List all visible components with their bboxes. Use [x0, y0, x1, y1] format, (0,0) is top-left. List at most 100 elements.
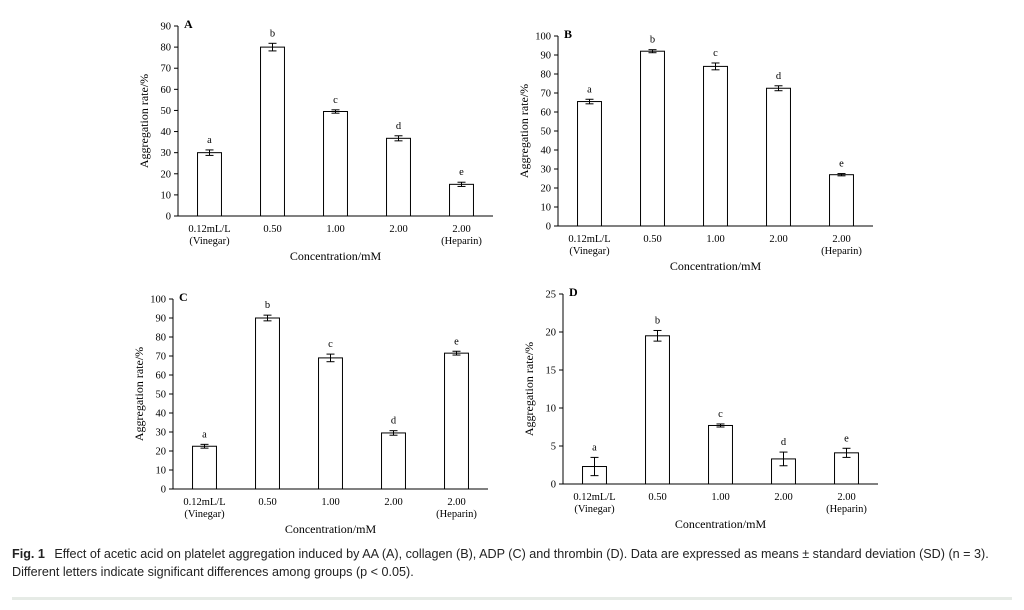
bar [577, 101, 602, 227]
y-tick-label: 0 [551, 480, 556, 491]
y-tick-label: 0 [166, 212, 171, 223]
x-tick-label: 2.00 (Heparin) [826, 492, 867, 515]
significance-letter: c [333, 95, 338, 106]
x-axis-title: Concentration/mM [675, 517, 767, 531]
y-tick-label: 20 [161, 169, 172, 180]
caption-divider [12, 597, 1012, 600]
x-tick-label-line: 1.00 [706, 234, 724, 245]
x-tick-label-line: 2.00 [832, 234, 850, 245]
x-tick-label-line: 2.00 [452, 224, 470, 235]
x-tick-label-line: 2.00 [769, 234, 787, 245]
x-tick-label: 0.12mL/L (Vinegar) [573, 492, 615, 515]
bar [708, 424, 733, 485]
bar [381, 432, 406, 490]
x-tick-label-line: 2.00 [389, 224, 407, 235]
y-tick-label: 10 [541, 203, 552, 214]
y-tick-label: 90 [541, 51, 552, 62]
figure-caption: Fig. 1 Effect of acetic acid on platelet… [12, 545, 1012, 581]
y-tick-label: 40 [541, 146, 552, 157]
significance-letter: d [396, 121, 402, 132]
bar [640, 50, 665, 227]
bar [829, 174, 854, 227]
significance-letter: e [454, 336, 459, 347]
bar [260, 46, 285, 217]
significance-letter: d [781, 437, 787, 448]
y-axis-title: Aggregation rate/% [517, 84, 531, 178]
bar-chart-svg: 0 10 20 30 40 50 60 70 80 90 100 Ca 0.12mL/L (Vinegar… [132, 290, 488, 536]
y-tick-label: 30 [161, 148, 172, 159]
y-tick-label: 50 [161, 106, 172, 117]
x-tick-label-line: (Heparin) [441, 236, 482, 247]
y-tick-label: 40 [156, 409, 167, 420]
y-tick-label: 40 [161, 127, 172, 138]
significance-letter: b [265, 300, 270, 311]
panel-letter: C [179, 290, 188, 304]
bar [318, 357, 343, 490]
significance-letter: a [592, 442, 597, 453]
bar [192, 445, 217, 490]
x-tick-label: 1.00 [326, 224, 344, 235]
bar [766, 87, 791, 227]
y-tick-label: 60 [161, 85, 172, 96]
x-tick-label-line: 1.00 [326, 224, 344, 235]
x-tick-label: 0.12mL/L (Vinegar) [568, 234, 610, 257]
x-tick-label-line: 0.50 [258, 497, 276, 508]
significance-letter: d [776, 71, 782, 82]
y-tick-label: 0 [546, 222, 551, 233]
x-tick-label-line: 0.50 [643, 234, 661, 245]
bar [255, 317, 280, 490]
x-tick-label: 1.00 [711, 492, 729, 503]
y-tick-label: 70 [541, 89, 552, 100]
y-tick-label: 20 [156, 447, 167, 458]
bar [703, 65, 728, 227]
x-tick-label-line: (Vinegar) [569, 246, 610, 257]
x-tick-label-line: 0.12mL/L [183, 497, 225, 508]
y-axis-title: Aggregation rate/% [132, 347, 146, 441]
y-tick-label: 5 [551, 442, 556, 453]
significance-letter: a [207, 135, 212, 146]
x-tick-label-line: 1.00 [321, 497, 339, 508]
bar [197, 152, 222, 217]
caption-figure-number: Fig. 1 [12, 547, 45, 561]
bar-chart-svg: 0 5 10 15 20 25 Da 0.12mL/L (Vinegar) b 0.50 c 1.00 d… [522, 285, 878, 531]
significance-letter: b [650, 35, 655, 46]
x-tick-label: 0.50 [648, 492, 666, 503]
y-tick-label: 25 [546, 290, 557, 301]
y-tick-label: 10 [546, 404, 557, 415]
panel-letter: B [564, 27, 572, 41]
y-tick-label: 70 [156, 352, 167, 363]
x-tick-label: 2.00 [389, 224, 407, 235]
significance-letter: c [328, 339, 333, 350]
x-tick-label-line: 1.00 [711, 492, 729, 503]
y-tick-label: 10 [156, 466, 167, 477]
x-tick-label-line: (Heparin) [436, 509, 477, 520]
bar [449, 183, 474, 217]
x-axis-title: Concentration/mM [285, 522, 377, 536]
x-tick-label-line: 2.00 [837, 492, 855, 503]
y-tick-label: 100 [150, 295, 166, 306]
x-tick-label-line: 0.50 [263, 224, 281, 235]
x-tick-label: 2.00 (Heparin) [441, 224, 482, 247]
y-tick-label: 80 [161, 43, 172, 54]
significance-letter: e [459, 167, 464, 178]
x-axis-title: Concentration/mM [670, 259, 762, 273]
bar [386, 137, 411, 217]
x-tick-label-line: 2.00 [447, 497, 465, 508]
x-tick-label: 2.00 [774, 492, 792, 503]
y-axis-title: Aggregation rate/% [522, 342, 536, 436]
panel-letter: D [569, 285, 578, 299]
x-tick-label-line: 2.00 [384, 497, 402, 508]
x-tick-label: 0.12mL/L (Vinegar) [188, 224, 230, 247]
significance-letter: b [655, 315, 660, 326]
panel-letter: A [184, 17, 193, 31]
y-tick-label: 90 [161, 22, 172, 33]
x-tick-label-line: 0.12mL/L [188, 224, 230, 235]
y-tick-label: 20 [546, 328, 557, 339]
y-tick-label: 100 [535, 32, 551, 43]
x-tick-label-line: (Vinegar) [574, 504, 615, 515]
x-tick-label-line: 0.12mL/L [568, 234, 610, 245]
x-tick-label-line: 0.50 [648, 492, 666, 503]
